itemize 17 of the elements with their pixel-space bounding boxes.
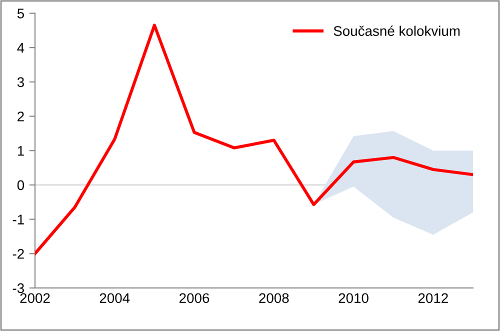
x-tick-label: 2010 <box>338 293 368 304</box>
y-tick-label: 4 <box>17 43 24 53</box>
y-tick-label: -3 <box>12 283 24 294</box>
x-tick-label: 2004 <box>100 293 130 304</box>
y-tick-label: 3 <box>17 77 24 88</box>
line-series <box>35 24 473 256</box>
x-tick-label: 2008 <box>259 293 289 304</box>
y-tick-label: -2 <box>12 248 24 259</box>
y-tick-label: 1 <box>18 146 24 156</box>
x-tick-label: 2002 <box>20 293 50 304</box>
y-tick-label: -1 <box>12 214 24 224</box>
x-tick-label: 2006 <box>180 293 210 304</box>
legend-label: Současné kolokvium <box>334 26 460 36</box>
y-tick-label: 2 <box>18 112 24 122</box>
x-tick-label: 2012 <box>418 293 448 304</box>
y-tick-label: 0 <box>17 180 24 190</box>
y-tick-label: 5 <box>17 8 24 18</box>
